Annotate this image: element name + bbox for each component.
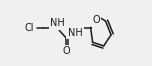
Text: NH: NH — [50, 18, 65, 28]
Text: NH: NH — [68, 28, 82, 38]
Text: O: O — [93, 15, 100, 25]
Text: O: O — [62, 46, 70, 56]
Text: Cl: Cl — [25, 23, 35, 33]
